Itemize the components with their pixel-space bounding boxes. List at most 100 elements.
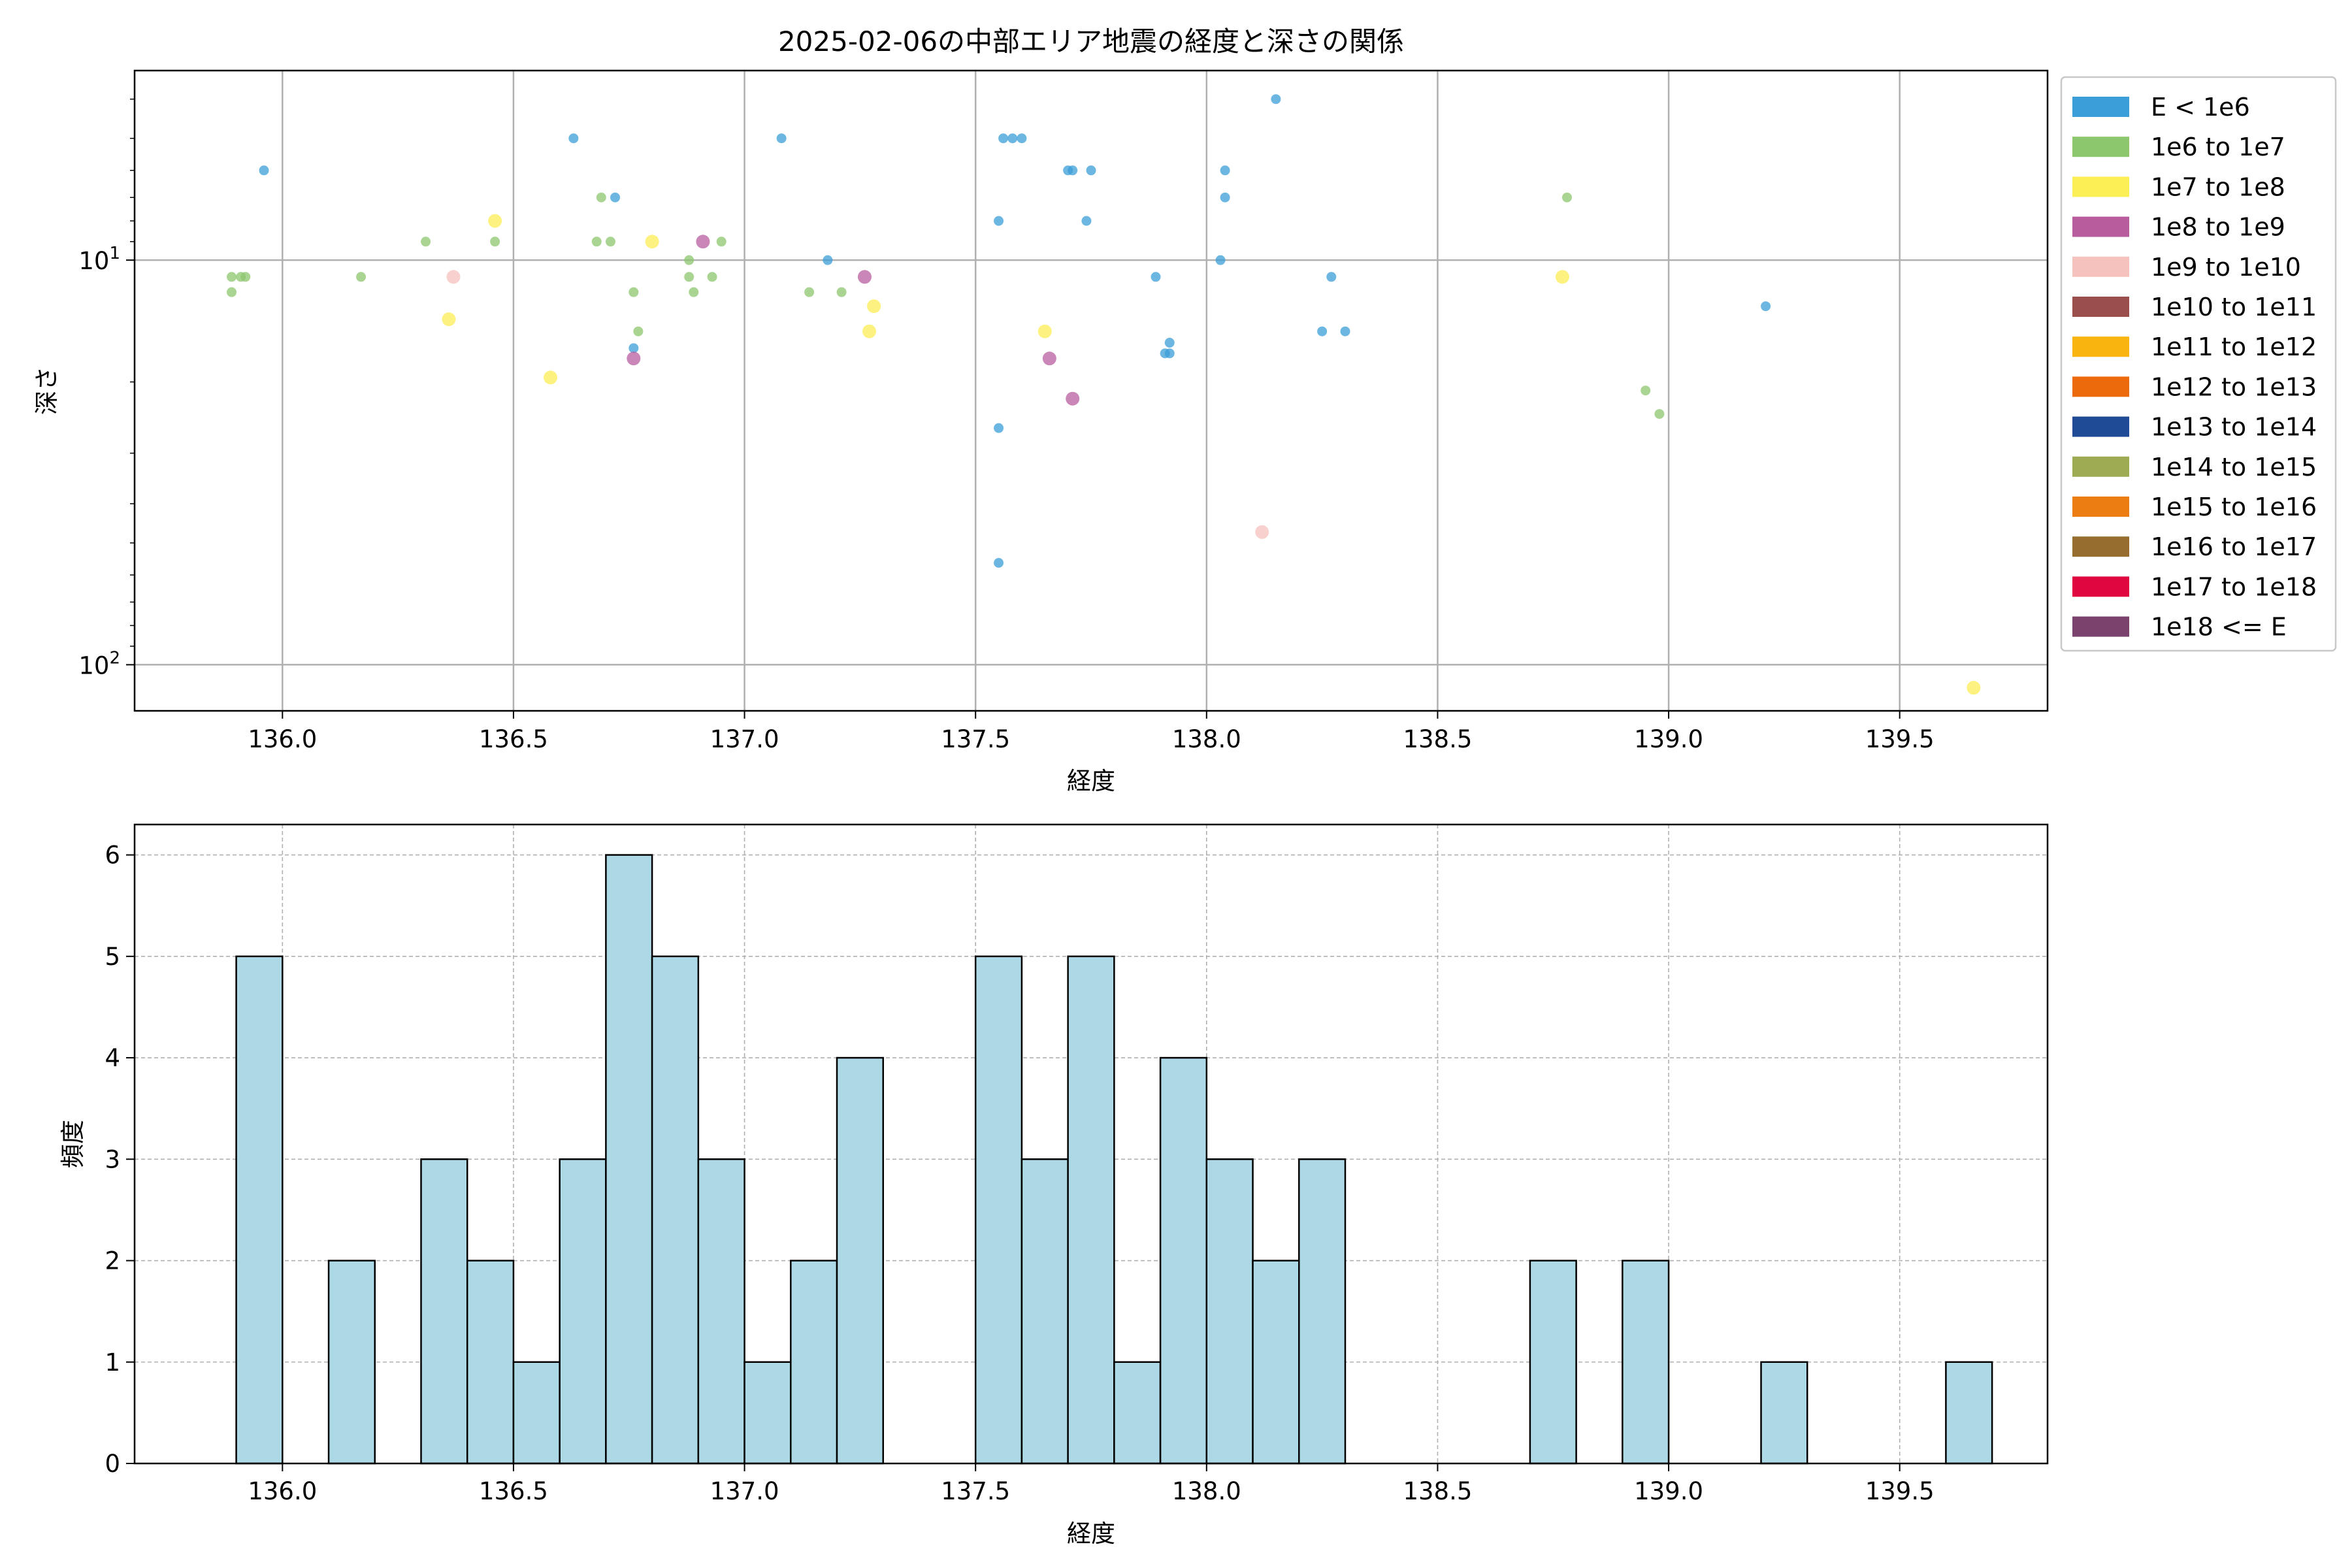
scatter-point [1641, 385, 1651, 396]
legend-swatch [2072, 497, 2129, 517]
scatter-point [591, 237, 602, 247]
scatter-point [421, 237, 431, 247]
scatter-point [1160, 348, 1170, 359]
legend-box [2060, 76, 2337, 652]
legend-swatch [2072, 376, 2129, 397]
histogram-y-tick-label: 6 [105, 841, 120, 870]
scatter-point [610, 192, 621, 203]
legend-label: 1e6 to 1e7 [2151, 133, 2285, 161]
histogram-y-tick-label: 0 [105, 1450, 120, 1478]
scatter-point [633, 326, 644, 336]
histogram-bar [605, 854, 653, 1465]
scatter-point [1066, 391, 1080, 406]
scatter-point [240, 272, 251, 282]
legend-swatch [2072, 456, 2129, 477]
histogram-x-ticks: 136.0 136.5 137.0 137.5 138.0 138.5 139.0 139.5 [248, 1463, 1935, 1505]
scatter-point [696, 235, 710, 249]
scatter-point [356, 272, 367, 282]
scatter-x-tick-label: 138.5 [1403, 725, 1472, 753]
legend-items: E < 1e6 1e6 to 1e7 1e7 to 1e8 1e8 to 1e9 1e9… [2072, 93, 2317, 642]
scatter-point [1037, 324, 1052, 338]
histogram-y-axis-label: 頻度 [59, 1120, 87, 1168]
legend-swatch [2072, 216, 2129, 237]
legend-swatch [2072, 536, 2129, 557]
histogram-bar [743, 1361, 792, 1465]
histogram-bar [1159, 1056, 1208, 1465]
scatter-panel: 136.0 136.5 137.0 137.5 138.0 138.5 139.0 139.5… [33, 69, 2049, 795]
histogram-bar [651, 955, 700, 1465]
legend-label: 1e15 to 1e16 [2151, 493, 2317, 521]
histogram-bar [466, 1260, 515, 1465]
legend-label: 1e18 <= E [2151, 613, 2287, 642]
histogram-plot-frame [133, 823, 2049, 1465]
scatter-point [596, 192, 606, 203]
scatter-x-tick-label: 138.0 [1172, 725, 1241, 753]
scatter-point [707, 272, 717, 282]
scatter-point [994, 216, 1004, 226]
legend-label: 1e17 to 1e18 [2151, 572, 2317, 601]
scatter-x-tick-label: 137.0 [710, 725, 779, 753]
legend-label: 1e8 to 1e9 [2151, 213, 2285, 242]
histogram-bar [1945, 1361, 1993, 1465]
legend-label: 1e10 to 1e11 [2151, 293, 2317, 321]
scatter-point [1164, 338, 1175, 348]
histogram-x-tick-label: 139.5 [1865, 1477, 1935, 1505]
scatter-points [227, 94, 1981, 695]
histogram-y-ticks: 0 1 2 3 4 5 6 [105, 841, 135, 1478]
histogram-bars [235, 854, 1993, 1465]
scatter-point [1220, 165, 1230, 176]
histogram-y-tick-label: 3 [105, 1145, 120, 1173]
scatter-point [629, 343, 639, 353]
legend-swatch [2072, 97, 2129, 117]
scatter-point [1007, 133, 1018, 144]
legend-swatch [2072, 616, 2129, 637]
legend: E < 1e6 1e6 to 1e7 1e7 to 1e8 1e8 to 1e9 1e9… [2060, 76, 2337, 652]
histogram-bar [512, 1361, 561, 1465]
scatter-point [627, 351, 641, 366]
histogram-bar [1529, 1260, 1577, 1465]
histogram-bar [1113, 1361, 1162, 1465]
histogram-bar [559, 1158, 607, 1465]
scatter-point [645, 235, 659, 249]
histogram-y-tick-label: 2 [105, 1247, 120, 1275]
scatter-point [684, 255, 694, 265]
histogram-bar [974, 955, 1023, 1465]
scatter-point [259, 165, 269, 176]
scatter-point [1086, 165, 1096, 176]
legend-swatch [2072, 297, 2129, 317]
histogram-bar [235, 955, 284, 1465]
scatter-x-tick-label: 139.0 [1634, 725, 1703, 753]
scatter-point [862, 324, 877, 338]
scatter-x-axis-label: 経度 [1067, 767, 1115, 795]
scatter-point [1220, 192, 1230, 203]
scatter-point [857, 270, 872, 284]
histogram-y-tick-label: 4 [105, 1044, 120, 1072]
chart-title: 2025-02-06の中部エリア地震の経度と深さの関係 [778, 25, 1404, 57]
scatter-grid [135, 71, 2048, 711]
histogram-bar [1622, 1260, 1670, 1465]
scatter-point [488, 214, 502, 228]
legend-label: 1e9 to 1e10 [2151, 253, 2301, 282]
scatter-y-tick-label: 102 [78, 648, 120, 679]
legend-label: E < 1e6 [2151, 93, 2250, 122]
scatter-point [1068, 165, 1078, 176]
histogram-x-tick-label: 138.5 [1403, 1477, 1472, 1505]
scatter-y-ticks: 101 102 [78, 98, 135, 679]
scatter-y-axis-label: 深さ [33, 367, 61, 415]
histogram-bar [1205, 1158, 1254, 1465]
scatter-point [544, 370, 558, 385]
scatter-point [1081, 216, 1092, 226]
scatter-point [1967, 681, 1981, 695]
histogram-bar [1298, 1158, 1347, 1465]
scatter-point [776, 133, 787, 144]
legend-swatch [2072, 137, 2129, 157]
scatter-point [1151, 272, 1161, 282]
scatter-point [1042, 351, 1056, 366]
scatter-x-tick-label: 136.5 [479, 725, 548, 753]
scatter-point [994, 557, 1004, 568]
scatter-x-tick-label: 137.5 [941, 725, 1010, 753]
scatter-point [605, 237, 615, 247]
scatter-point [490, 237, 500, 247]
scatter-point [836, 287, 847, 297]
